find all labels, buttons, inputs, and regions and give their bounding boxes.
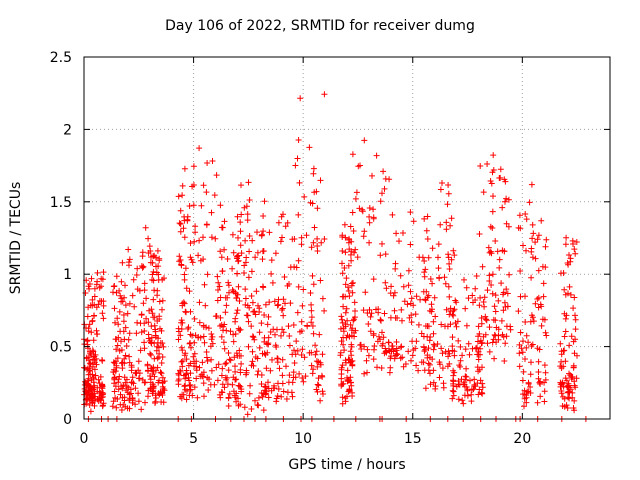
x-tick-label: 10 [294,431,312,447]
y-tick-label: 0 [63,412,72,428]
y-axis-label: SRMTID / TECUs [8,181,24,295]
y-tick-label: 2 [63,122,72,138]
x-tick-label: 15 [404,431,422,447]
x-tick-label: 20 [513,431,531,447]
x-tick-label: 0 [80,431,89,447]
y-tick-label: 0.5 [50,340,72,356]
x-axis-label: GPS time / hours [288,457,406,473]
y-tick-label: 2.5 [50,50,72,66]
data-points [81,91,589,422]
plot-frame [83,56,611,420]
x-tick-label: 5 [189,431,198,447]
y-tick-label: 1.5 [50,195,72,211]
y-tick-label: 1 [63,267,72,283]
chart-title: Day 106 of 2022, SRMTID for receiver dum… [165,18,475,34]
